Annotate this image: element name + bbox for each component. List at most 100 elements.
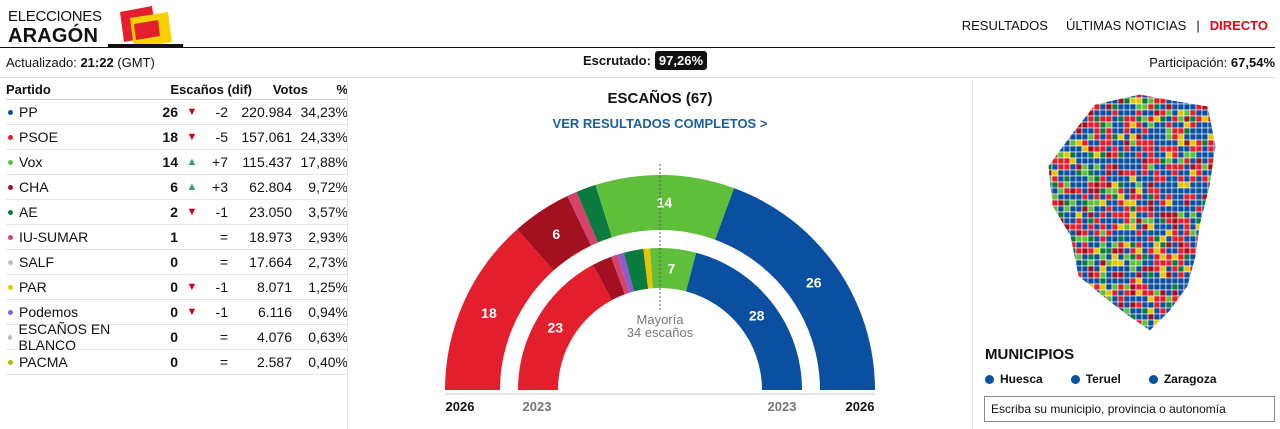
municipality-cell[interactable]	[1093, 115, 1101, 123]
municipality-cell[interactable]	[1105, 265, 1113, 273]
municipality-cell[interactable]	[1135, 139, 1143, 147]
municipality-cell[interactable]	[1081, 175, 1089, 183]
municipality-cell[interactable]	[1117, 151, 1125, 159]
municipality-cell[interactable]	[1063, 205, 1071, 213]
municipality-cell[interactable]	[1081, 169, 1089, 177]
municipality-cell[interactable]	[1046, 92, 1053, 99]
municipality-cell[interactable]	[1189, 241, 1197, 249]
municipality-cell[interactable]	[1117, 217, 1125, 225]
municipality-cell[interactable]	[1111, 103, 1119, 111]
municipality-cell[interactable]	[1075, 97, 1083, 105]
municipality-cell[interactable]	[1081, 247, 1089, 255]
municipality-cell[interactable]	[1213, 145, 1220, 153]
municipality-cell[interactable]	[1201, 229, 1209, 237]
municipality-cell[interactable]	[1183, 115, 1191, 123]
municipality-cell[interactable]	[1081, 127, 1089, 135]
municipality-cell[interactable]	[1207, 181, 1215, 189]
municipality-cell[interactable]	[1063, 217, 1071, 225]
municipality-cell[interactable]	[1117, 127, 1125, 135]
municipality-cell[interactable]	[1165, 301, 1173, 309]
municipality-cell[interactable]	[1165, 319, 1173, 327]
outer-segment-cha[interactable]	[517, 195, 592, 271]
municipality-cell[interactable]	[1076, 332, 1082, 336]
municipality-cell[interactable]	[1087, 325, 1095, 332]
municipality-cell[interactable]	[1099, 151, 1107, 159]
municipality-cell[interactable]	[1123, 283, 1131, 291]
municipality-cell[interactable]	[1147, 187, 1155, 195]
municipality-cell[interactable]	[1093, 253, 1101, 261]
municipality-cell[interactable]	[1201, 109, 1209, 117]
municipality-cell[interactable]	[1213, 127, 1220, 135]
municipality-cell[interactable]	[1063, 151, 1071, 159]
municipality-cell[interactable]	[1123, 211, 1131, 219]
municipality-cell[interactable]	[1057, 301, 1065, 309]
municipality-cell[interactable]	[1117, 181, 1125, 189]
municipality-cell[interactable]	[1195, 295, 1203, 303]
municipality-cell[interactable]	[1141, 253, 1149, 261]
municipality-cell[interactable]	[1117, 253, 1125, 261]
municipality-cell[interactable]	[1153, 163, 1161, 171]
municipality-cell[interactable]	[1051, 199, 1059, 207]
municipality-cell[interactable]	[1064, 332, 1070, 336]
municipality-cell[interactable]	[1177, 223, 1185, 231]
municipality-cell[interactable]	[1093, 307, 1101, 315]
municipality-cell[interactable]	[1195, 109, 1203, 117]
municipality-cell[interactable]	[1129, 235, 1137, 243]
municipality-cell[interactable]	[1081, 235, 1089, 243]
municipality-cell[interactable]	[1057, 103, 1065, 111]
municipality-cell[interactable]	[1177, 253, 1185, 261]
municipality-cell[interactable]	[1075, 181, 1083, 189]
municipality-cell[interactable]	[1093, 283, 1101, 291]
municipality-cell[interactable]	[1207, 199, 1215, 207]
municipality-cell[interactable]	[1099, 235, 1107, 243]
municipality-cell[interactable]	[1123, 193, 1131, 201]
municipality-cell[interactable]	[1046, 271, 1053, 279]
municipality-cell[interactable]	[1087, 127, 1095, 135]
municipality-cell[interactable]	[1207, 289, 1215, 297]
municipality-cell[interactable]	[1075, 223, 1083, 231]
municipality-cell[interactable]	[1111, 259, 1119, 267]
municipality-cell[interactable]	[1159, 139, 1167, 147]
municipality-cell[interactable]	[1213, 103, 1220, 111]
municipality-cell[interactable]	[1159, 283, 1167, 291]
municipality-cell[interactable]	[1069, 217, 1077, 225]
municipality-cell[interactable]	[1213, 277, 1220, 285]
municipality-cell[interactable]	[1141, 319, 1149, 327]
municipality-cell[interactable]	[1159, 103, 1167, 111]
municipality-cell[interactable]	[1075, 283, 1083, 291]
municipality-cell[interactable]	[1159, 121, 1167, 129]
municipality-cell[interactable]	[1207, 265, 1215, 273]
municipality-cell[interactable]	[1153, 121, 1161, 129]
municipality-cell[interactable]	[1171, 103, 1179, 111]
municipality-cell[interactable]	[1130, 332, 1136, 336]
inner-segment-iu-sumar[interactable]	[611, 254, 630, 295]
municipality-cell[interactable]	[1171, 92, 1179, 99]
municipality-cell[interactable]	[1051, 181, 1059, 189]
municipality-cell[interactable]	[1147, 295, 1155, 303]
legend-zaragoza[interactable]: Zaragoza	[1148, 372, 1217, 386]
municipality-cell[interactable]	[1040, 140, 1046, 146]
municipality-cell[interactable]	[1117, 229, 1125, 237]
municipality-cell[interactable]	[1207, 97, 1215, 105]
municipality-cell[interactable]	[1147, 307, 1155, 315]
municipality-cell[interactable]	[1195, 259, 1203, 267]
municipality-cell[interactable]	[1046, 295, 1053, 303]
municipality-cell[interactable]	[1189, 319, 1197, 327]
municipality-cell[interactable]	[1057, 115, 1065, 123]
municipality-cell[interactable]	[1189, 193, 1197, 201]
municipality-cell[interactable]	[1189, 205, 1197, 213]
municipality-cell[interactable]	[1081, 271, 1089, 279]
municipality-cell[interactable]	[1159, 109, 1167, 117]
municipality-cell[interactable]	[1099, 139, 1107, 147]
municipality-cell[interactable]	[1171, 229, 1179, 237]
municipality-cell[interactable]	[1183, 319, 1191, 327]
municipality-cell[interactable]	[1087, 139, 1095, 147]
municipality-cell[interactable]	[1165, 145, 1173, 153]
municipality-cell[interactable]	[1093, 259, 1101, 267]
municipality-cell[interactable]	[1046, 259, 1053, 267]
municipality-cell[interactable]	[1111, 295, 1119, 303]
municipality-cell[interactable]	[1063, 199, 1071, 207]
municipality-cell[interactable]	[1153, 289, 1161, 297]
municipality-cell[interactable]	[1135, 241, 1143, 249]
municipality-cell[interactable]	[1129, 217, 1137, 225]
